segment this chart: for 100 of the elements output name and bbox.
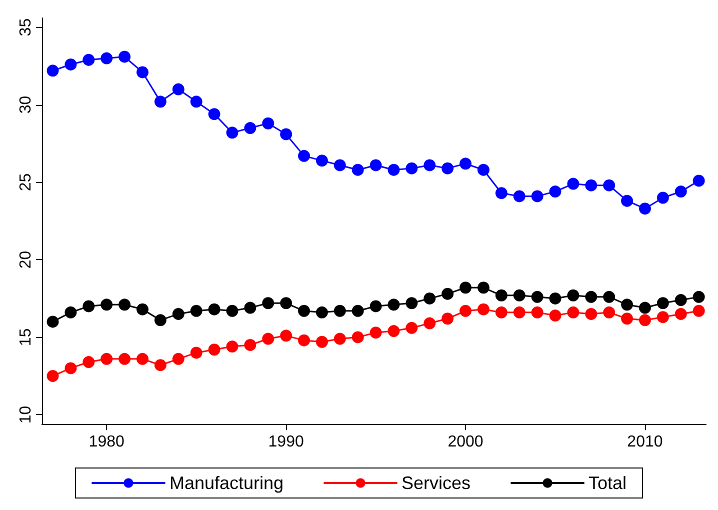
y-tick-label: 35 [18, 18, 34, 36]
point [190, 346, 202, 359]
point [406, 162, 418, 174]
point [513, 190, 526, 202]
point [118, 50, 131, 63]
point [477, 282, 490, 294]
point [460, 304, 472, 317]
y-tick-label: 30 [18, 96, 34, 114]
point [585, 290, 598, 303]
x-tick-label: 1980 [88, 434, 125, 450]
point [352, 304, 364, 317]
point [64, 306, 77, 318]
point [495, 306, 508, 318]
point [352, 164, 364, 176]
point [334, 159, 346, 172]
point [388, 298, 400, 311]
point [531, 290, 544, 303]
point [262, 332, 274, 345]
point [424, 159, 436, 172]
point [585, 179, 598, 192]
point [226, 126, 238, 139]
point [388, 164, 400, 176]
legend-label: Total [588, 473, 627, 493]
point [424, 292, 436, 304]
point [136, 66, 148, 78]
point [298, 150, 310, 162]
point [316, 336, 328, 348]
point [531, 190, 544, 202]
point [226, 340, 238, 353]
point [442, 162, 454, 174]
point [442, 288, 454, 300]
point [172, 352, 184, 365]
point [406, 297, 418, 310]
point [656, 192, 669, 204]
point [674, 186, 687, 198]
point [370, 159, 382, 172]
point [280, 128, 292, 140]
x-tick-label: 1990 [268, 434, 304, 450]
point [638, 202, 651, 215]
point [154, 96, 166, 108]
point [226, 304, 238, 317]
point [100, 52, 113, 64]
point [424, 317, 436, 330]
point [692, 174, 705, 187]
point [567, 306, 580, 318]
point [298, 304, 310, 317]
point [638, 302, 651, 314]
point [154, 314, 166, 326]
point [244, 122, 256, 134]
point [549, 310, 562, 322]
point [262, 117, 274, 130]
point [64, 362, 77, 374]
point [118, 298, 131, 311]
point [82, 54, 95, 66]
point [100, 298, 113, 311]
point [64, 58, 77, 70]
point [495, 187, 508, 200]
point [674, 294, 687, 306]
point [549, 292, 562, 304]
point [621, 194, 634, 207]
point [334, 304, 346, 317]
point [208, 108, 220, 120]
point [82, 356, 95, 368]
point [136, 303, 148, 316]
point [567, 289, 580, 302]
point [244, 338, 256, 351]
y-tick-label: 20 [18, 250, 34, 269]
x-tick-label: 2010 [627, 434, 663, 450]
point [656, 297, 669, 310]
point [190, 96, 202, 108]
point [46, 64, 59, 77]
point [585, 308, 598, 320]
point [208, 303, 220, 316]
point [46, 316, 59, 328]
point [513, 289, 526, 302]
point [208, 344, 220, 356]
y-tick-label: 25 [18, 173, 34, 192]
point [692, 304, 705, 317]
y-tick-label: 10 [18, 406, 34, 424]
point [172, 83, 184, 96]
y-tick-label: 15 [18, 328, 34, 346]
point [388, 325, 400, 338]
point [172, 308, 184, 320]
point [154, 359, 166, 372]
point [370, 300, 382, 312]
point [567, 178, 580, 190]
point [656, 311, 669, 324]
point [674, 308, 687, 320]
point [82, 300, 95, 312]
point [477, 164, 490, 176]
point [692, 290, 705, 303]
point [262, 297, 274, 310]
point [621, 312, 634, 325]
point [298, 334, 310, 346]
legend-label: Manufacturing [169, 473, 284, 493]
point [603, 290, 616, 303]
point [334, 332, 346, 345]
point [280, 330, 292, 342]
point [190, 304, 202, 317]
point [280, 297, 292, 310]
